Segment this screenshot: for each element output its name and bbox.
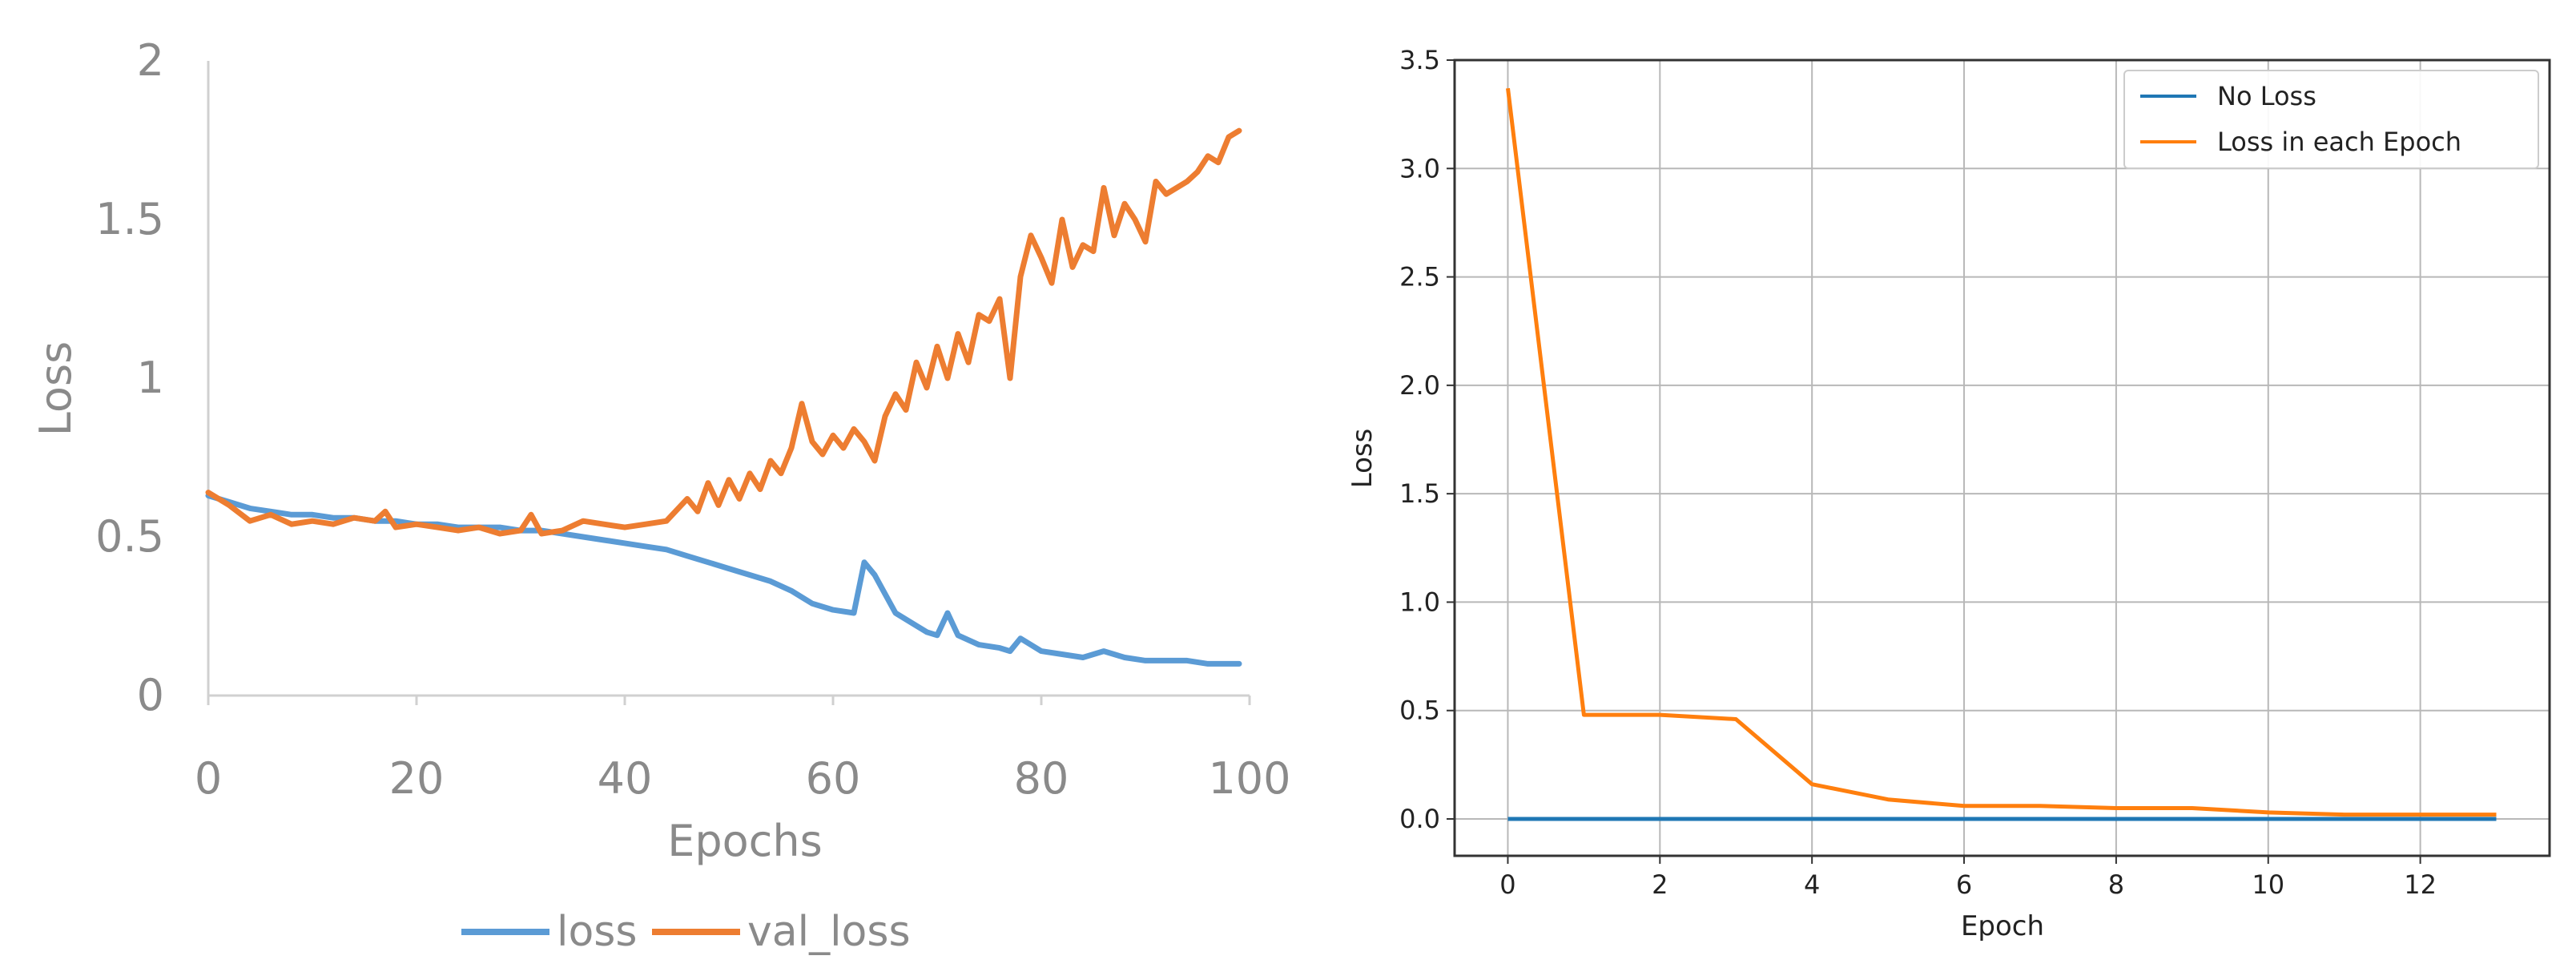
right-x-tick-label: 2 xyxy=(1652,869,1668,900)
legend-label-no-loss: No Loss xyxy=(2217,81,2316,111)
right-plot-frame xyxy=(1453,58,2551,857)
left-loss-chart: 0 20 40 60 80 100 0 0.5 1 1.5 2 Epochs Loss loss v… xyxy=(30,35,1291,956)
left-x-tick-label: 0 xyxy=(195,753,222,804)
left-y-tick-label: 1.5 xyxy=(95,194,164,244)
right-y-tick-label: 1.0 xyxy=(1399,587,1440,617)
left-x-tick-label: 100 xyxy=(1208,753,1290,804)
right-y-tick-label: 3.5 xyxy=(1399,45,1440,75)
right-ticks: 0 2 4 6 8 10 12 0.0 0.5 1.0 1.5 2.0 2.5 3.0 3.5 xyxy=(1399,45,2437,900)
left-x-tick-label: 80 xyxy=(1014,753,1069,804)
right-grid xyxy=(1455,59,2550,856)
left-series-line-loss xyxy=(205,493,1242,667)
right-loss-chart: 0 2 4 6 8 10 120.00.51.01.52.02.53.03.5 Epoch … xyxy=(1346,45,2551,942)
right-y-tick-label: 0.0 xyxy=(1399,804,1440,834)
right-x-axis-label: Epoch xyxy=(1961,910,2044,942)
right-y-tick-label: 2.5 xyxy=(1399,262,1440,292)
left-y-tick-label: 1 xyxy=(137,353,164,403)
right-x-tick-label: 0 xyxy=(1499,869,1515,900)
left-y-tick-label: 0 xyxy=(137,670,164,720)
right-y-axis-label: Loss xyxy=(1346,429,1379,489)
left-ticks: 0 20 40 60 80 100 0 0.5 1 1.5 2 xyxy=(95,35,1290,804)
right-y-tick-label: 2.0 xyxy=(1399,370,1440,401)
left-x-tick-label: 40 xyxy=(598,753,653,804)
left-y-tick-label: 2 xyxy=(137,35,164,86)
right-y-tick-label: 0.5 xyxy=(1399,696,1440,726)
right-x-tick-label: 6 xyxy=(1956,869,1972,900)
right-y-tick-label: 1.5 xyxy=(1399,478,1440,509)
legend-label-val-loss: val_loss xyxy=(747,908,911,956)
left-x-tick-label: 60 xyxy=(806,753,861,804)
legend-box xyxy=(2123,70,2539,169)
left-series-line-val-loss xyxy=(205,127,1242,537)
left-x-axis-label: Epochs xyxy=(667,816,822,866)
left-legend: loss val_loss xyxy=(461,908,911,956)
right-x-tick-label: 4 xyxy=(1804,869,1820,900)
left-axes xyxy=(207,61,1250,697)
right-series-lines xyxy=(1506,87,2497,821)
right-y-tick-label: 3.0 xyxy=(1399,153,1440,183)
left-y-tick-label: 0.5 xyxy=(95,511,164,562)
right-legend: No Loss Loss in each Epoch xyxy=(2123,70,2539,169)
left-series-lines xyxy=(205,127,1242,667)
right-x-tick-label: 8 xyxy=(2108,869,2124,900)
left-x-tick-label: 20 xyxy=(389,753,445,804)
legend-label-loss-in-each-epoch: Loss in each Epoch xyxy=(2217,127,2461,157)
right-x-tick-label: 10 xyxy=(2252,869,2284,900)
legend-label-loss: loss xyxy=(557,908,637,956)
left-y-axis-label: Loss xyxy=(30,341,81,436)
right-series-line-loss-in-each-epoch xyxy=(1506,87,2497,817)
right-x-tick-label: 12 xyxy=(2404,869,2437,900)
